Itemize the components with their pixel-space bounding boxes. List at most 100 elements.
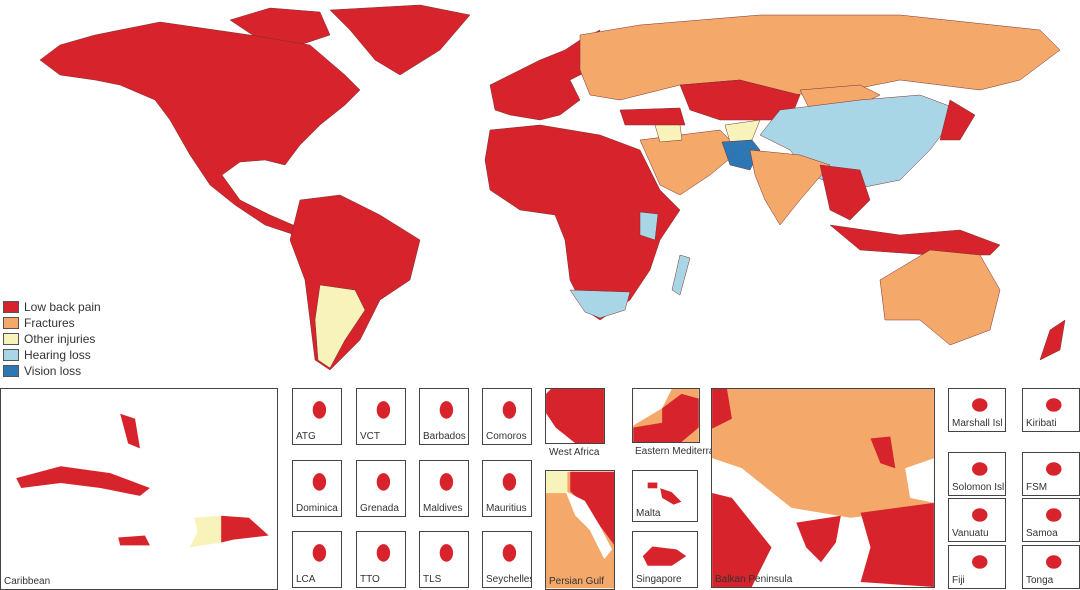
- legend-label: Vision loss: [24, 364, 82, 378]
- inset-comoros: Comoros: [482, 388, 532, 445]
- kenya: [639, 211, 659, 241]
- turkey: [619, 107, 686, 126]
- madagascar: [671, 254, 691, 296]
- inset-label: Balkan Peninsula: [715, 574, 793, 585]
- south-africa: [569, 289, 631, 319]
- inset-label: LCA: [296, 574, 316, 585]
- inset-kiribati: Kiribati: [1022, 388, 1080, 432]
- legend-item: Low back pain: [3, 299, 101, 315]
- inset-label: Eastern Mediterranean: [635, 446, 737, 457]
- western-europe: [489, 29, 601, 121]
- island: [312, 473, 327, 491]
- inset-label: Kiribati: [1026, 418, 1057, 429]
- inset-label: Seychelles: [486, 574, 532, 585]
- iraq: [654, 124, 683, 143]
- japan: [939, 99, 976, 141]
- bahamas: [120, 413, 140, 449]
- inset-solomon: Solomon Isl: [948, 452, 1006, 496]
- inset-label: Singapore: [636, 574, 682, 585]
- inset-tls: TLS: [419, 531, 469, 588]
- inset-vanuatu: Vanuatu: [948, 498, 1006, 542]
- inset-label: Grenada: [360, 503, 399, 514]
- inset-label: Vanuatu: [952, 528, 989, 539]
- inset-label: Persian Gulf: [549, 576, 605, 587]
- island: [972, 398, 988, 412]
- island: [1046, 398, 1062, 412]
- inset-label: TTO: [360, 574, 380, 585]
- inset-label: Marshall Isl: [952, 418, 1003, 429]
- legend-label: Fractures: [24, 316, 75, 330]
- island: [1046, 462, 1062, 476]
- dominican-republic: [221, 515, 269, 543]
- inset-label: ATG: [296, 431, 316, 442]
- india: [749, 149, 831, 226]
- afghanistan: [724, 119, 761, 143]
- middle-east: [639, 129, 741, 196]
- inset-barbados: Barbados: [419, 388, 469, 445]
- haiti: [189, 515, 222, 548]
- island: [972, 508, 988, 522]
- australia: [879, 249, 1001, 346]
- inset-label: Mauritius: [486, 503, 527, 514]
- cuba: [16, 466, 150, 496]
- inset-fsm: FSM: [1022, 452, 1080, 496]
- inset-west-africa: [545, 388, 605, 444]
- legend-item: Vision loss: [3, 363, 101, 379]
- inset-atg: ATG: [292, 388, 342, 445]
- inset-malta: Malta: [632, 470, 698, 522]
- argentina: [314, 284, 366, 369]
- inset-singapore: Singapore: [632, 531, 698, 588]
- island: [439, 544, 454, 562]
- legend-label: Hearing loss: [24, 348, 91, 362]
- world-map: [39, 4, 1066, 371]
- inset-label: Malta: [636, 508, 661, 519]
- inset-label: Barbados: [423, 431, 466, 442]
- indonesia: [829, 224, 1001, 256]
- new-zealand: [1039, 319, 1066, 361]
- inset-marshall: Marshall Isl: [948, 388, 1006, 432]
- inset-vct: VCT: [356, 388, 406, 445]
- inset-label: Maldives: [423, 503, 463, 514]
- legend-swatch: [3, 349, 19, 361]
- island: [972, 462, 988, 476]
- inset-label: VCT: [360, 431, 380, 442]
- inset-tonga: Tonga: [1022, 545, 1080, 589]
- greenland: [329, 4, 471, 76]
- jamaica: [118, 535, 150, 546]
- legend: Low back pain Fractures Other injuries H…: [3, 299, 101, 379]
- inset-balkan-peninsula: Balkan Peninsula: [711, 388, 935, 588]
- island: [1046, 555, 1062, 569]
- inset-label: West Africa: [549, 447, 600, 458]
- inset-label: Tonga: [1026, 575, 1054, 586]
- inset-caribbean: Caribbean: [0, 388, 278, 590]
- south-america: [289, 194, 421, 371]
- legend-label: Other injuries: [24, 332, 96, 346]
- southeast-asia: [819, 164, 871, 221]
- inset-label: FSM: [1026, 482, 1048, 493]
- inset-label: TLS: [423, 574, 442, 585]
- inset-label: Solomon Isl: [952, 482, 1005, 493]
- island: [502, 473, 517, 491]
- inset-label: Fiji: [952, 575, 965, 586]
- russia-eastern-europe: [579, 14, 1061, 101]
- island: [312, 544, 327, 562]
- inset-tto: TTO: [356, 531, 406, 588]
- legend-swatch: [3, 301, 19, 313]
- legend-label: Low back pain: [24, 300, 101, 314]
- inset-label: Dominica: [296, 503, 338, 514]
- inset-label: Caribbean: [4, 576, 51, 587]
- island: [972, 555, 988, 569]
- inset-persian-gulf: Persian Gulf: [545, 470, 615, 590]
- inset-dominica: Dominica: [292, 460, 342, 517]
- island: [502, 401, 517, 419]
- island: [439, 401, 454, 419]
- island: [376, 473, 391, 491]
- island: [1046, 508, 1062, 522]
- north-america: [39, 21, 361, 236]
- inset-fiji: Fiji: [948, 545, 1006, 589]
- inset-grenada: Grenada: [356, 460, 406, 517]
- inset-maldives: Maldives: [419, 460, 469, 517]
- inset-seychelles: Seychelles: [482, 531, 532, 588]
- inset-samoa: Samoa: [1022, 498, 1080, 542]
- legend-item: Other injuries: [3, 331, 101, 347]
